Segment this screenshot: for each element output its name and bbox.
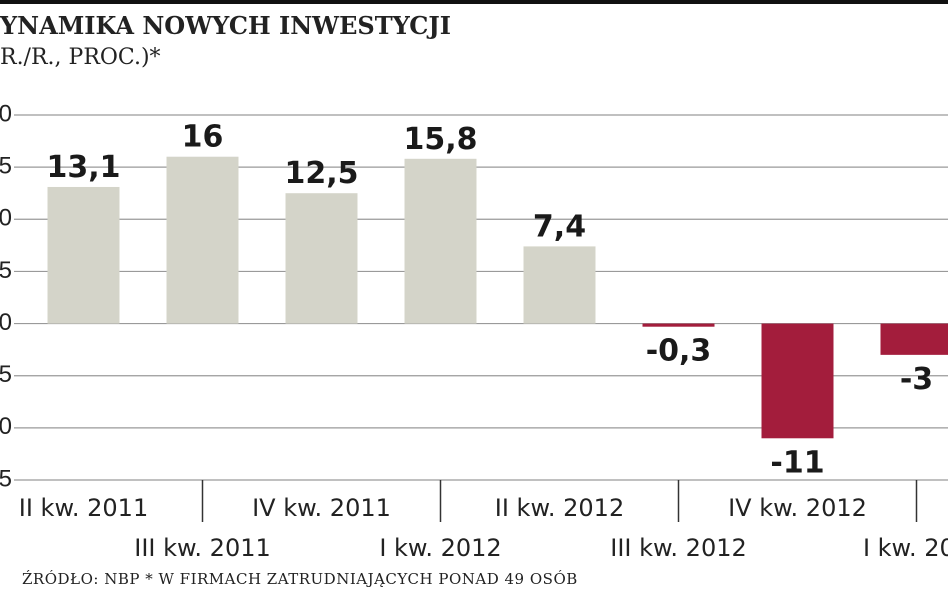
- y-tick-label: 0: [0, 100, 12, 127]
- value-label: 15,8: [403, 122, 477, 157]
- y-tick-label: 5: [0, 152, 12, 179]
- value-label: -11: [770, 445, 824, 480]
- x-tick-label: III kw. 2011: [134, 534, 271, 562]
- value-label: 13,1: [46, 150, 120, 185]
- y-tick-label: 0: [0, 309, 12, 336]
- y-tick-label: 5: [0, 465, 12, 492]
- source-note: ŹRÓDŁO: NBP * W FIRMACH ZATRUDNIAJĄCYCH …: [22, 570, 578, 588]
- value-label: 12,5: [284, 156, 358, 191]
- x-tick-label: II kw. 2011: [19, 494, 148, 522]
- bar: [642, 323, 715, 327]
- x-tick-label: III kw. 2012: [610, 534, 747, 562]
- value-label: -0,3: [646, 334, 712, 369]
- top-rule: [0, 0, 948, 4]
- bar: [761, 323, 834, 439]
- x-tick-label: II kw. 2012: [495, 494, 624, 522]
- bar: [47, 186, 120, 324]
- bar: [285, 193, 358, 324]
- chart-title: YNAMIKA NOWYCH INWESTYCJI: [0, 11, 451, 40]
- bar: [166, 156, 239, 324]
- y-tick-label: 0: [0, 205, 12, 232]
- bar: [523, 246, 596, 324]
- bar: [404, 158, 477, 324]
- value-label: 16: [182, 120, 224, 155]
- x-tick-label: IV kw. 2012: [728, 494, 867, 522]
- y-tick-label: 5: [0, 257, 12, 284]
- y-tick-label: 0: [0, 413, 12, 440]
- value-label: 7,4: [533, 209, 586, 244]
- x-tick-label: I kw. 2012: [379, 534, 501, 562]
- bar: [880, 323, 948, 355]
- chart-subtitle: R./R., PROC.)*: [0, 45, 161, 70]
- x-tick-label: IV kw. 2011: [252, 494, 391, 522]
- y-tick-label: 5: [0, 361, 12, 388]
- value-label: -3: [900, 362, 933, 397]
- x-tick-label: I kw. 201: [863, 534, 948, 562]
